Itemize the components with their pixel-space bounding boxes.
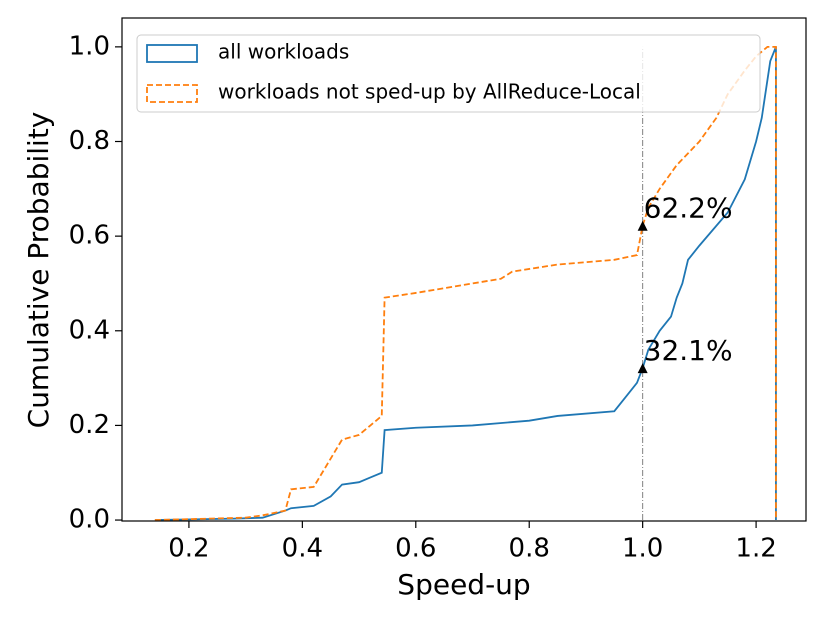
legend-box <box>136 34 761 113</box>
legend-swatch <box>146 84 198 103</box>
annotation-marker <box>637 220 648 231</box>
annotation-text: 62.2% <box>644 192 733 225</box>
legend-swatch <box>146 44 198 63</box>
y-tick-label: 0.2 <box>69 410 110 440</box>
legend-label: workloads not sped-up by AllReduce-Local <box>218 80 641 104</box>
x-tick-label: 0.8 <box>509 534 550 564</box>
plot-frame <box>121 17 807 522</box>
annotation-marker <box>637 363 648 374</box>
y-tick-label: 0.0 <box>69 505 110 535</box>
x-tick-label: 1.0 <box>622 534 663 564</box>
x-tick-label: 0.6 <box>395 534 436 564</box>
x-tick-label: 1.2 <box>735 534 776 564</box>
x-axis-label: Speed-up <box>397 568 530 601</box>
x-tick-label: 0.4 <box>282 534 323 564</box>
annotation-text: 32.1% <box>644 334 733 367</box>
cdf-line <box>154 46 777 521</box>
x-tick-label: 0.2 <box>168 534 209 564</box>
y-axis-label: Cumulative Probability <box>22 112 55 429</box>
y-tick-label: 0.8 <box>69 126 110 156</box>
legend-label: all workloads <box>218 40 349 64</box>
y-tick-label: 0.4 <box>69 315 110 345</box>
y-tick-label: 1.0 <box>69 31 110 61</box>
y-tick-label: 0.6 <box>69 221 110 251</box>
